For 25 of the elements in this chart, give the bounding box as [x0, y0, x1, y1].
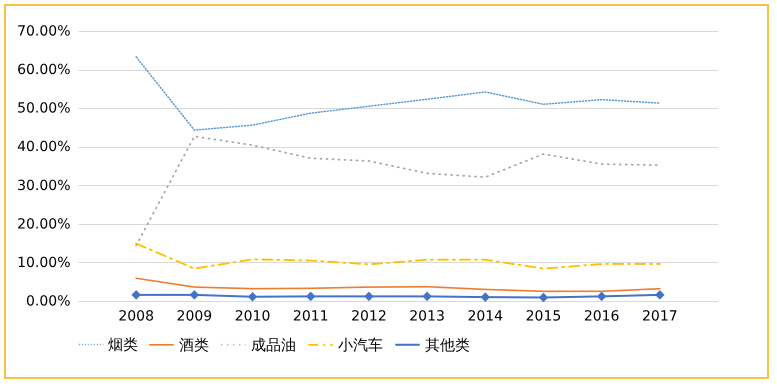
- x-tick-label: 2011: [292, 308, 329, 324]
- x-tick-label: 2015: [526, 308, 562, 324]
- legend-label: 小汽车: [338, 336, 383, 354]
- y-tick-label: 50.00%: [17, 100, 70, 117]
- x-tick-label: 2014: [467, 308, 504, 324]
- y-tick-label: 70.00%: [17, 24, 70, 40]
- legend-label: 其他类: [425, 336, 470, 354]
- x-tick-label: 2009: [176, 308, 212, 324]
- legend-label: 酒类: [179, 336, 209, 354]
- y-tick-label: 60.00%: [17, 62, 70, 78]
- x-tick-label: 2016: [584, 308, 620, 324]
- x-tick-label: 2017: [642, 308, 678, 324]
- x-tick-label: 2010: [234, 308, 270, 324]
- x-tick-label: 2013: [409, 308, 445, 324]
- y-tick-label: 10.00%: [17, 254, 70, 271]
- x-tick-label: 2012: [351, 308, 387, 324]
- line-series: [135, 242, 661, 270]
- legend-label: 成品油: [251, 336, 296, 354]
- y-tick-label: 0.00%: [26, 294, 70, 310]
- x-tick-label: 2008: [118, 308, 154, 324]
- line-series: [135, 56, 661, 131]
- y-tick-label: 20.00%: [17, 216, 70, 232]
- y-tick-label: 40.00%: [17, 139, 70, 156]
- legend-label: 烟类: [108, 336, 138, 354]
- y-tick-label: 30.00%: [17, 178, 70, 194]
